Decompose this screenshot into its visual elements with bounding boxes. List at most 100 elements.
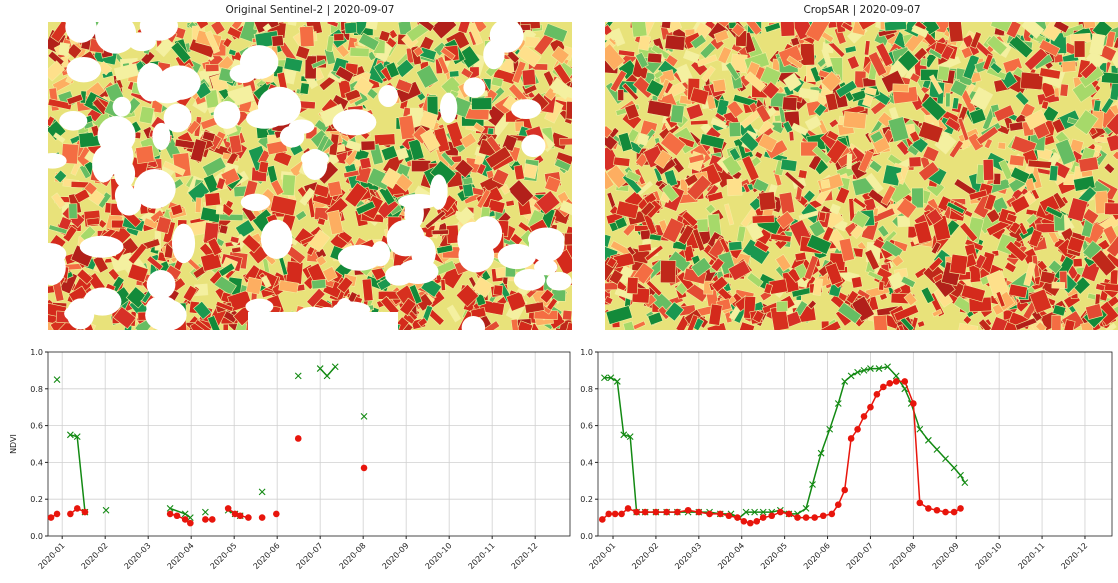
field-patch [893, 84, 909, 92]
field-patch [399, 115, 416, 139]
y-tick-label: 1.0 [580, 348, 593, 357]
point-marker [202, 516, 209, 523]
point-marker [893, 378, 900, 385]
field-patch [660, 260, 676, 283]
cloud-mask [398, 259, 439, 284]
field-patch [566, 101, 574, 119]
point-marker [861, 413, 868, 420]
field-patch [523, 164, 537, 179]
field-patch [729, 241, 742, 250]
cloud-mask [246, 108, 284, 128]
point-marker [237, 512, 244, 519]
point-marker [273, 511, 280, 518]
point-marker [726, 512, 733, 519]
field-patch [879, 282, 885, 291]
field-patch [800, 43, 814, 65]
x-tick-label: 2020-02 [80, 541, 110, 571]
x-tick-label: 2020-10 [974, 541, 1004, 571]
x-tick-label: 2020-09 [931, 541, 961, 571]
cloud-mask [289, 120, 315, 134]
point-marker [674, 509, 681, 516]
field-patch [300, 26, 315, 47]
cloud-mask [498, 244, 536, 269]
field-patch [59, 43, 70, 56]
plot: 0.00.20.40.60.81.02020-012020-022020-032… [580, 348, 1112, 571]
cloud-mask [430, 174, 448, 209]
field-patch [334, 34, 344, 41]
cloud-mask [165, 69, 189, 85]
cloud-mask [528, 228, 565, 251]
cloud-mask [463, 77, 485, 97]
point-marker [916, 500, 923, 507]
map-title: CropSAR | 2020-09-07 [803, 4, 920, 16]
x-tick-label: 2020-04 [716, 541, 746, 571]
field-patch [195, 198, 201, 213]
field-patch [613, 157, 630, 167]
point-marker [835, 501, 842, 508]
y-axis-label: NDVI [9, 434, 18, 454]
x-tick-label: 2020-07 [295, 541, 325, 571]
field-patch [362, 279, 373, 301]
plot-area [48, 352, 570, 536]
field-patch [300, 83, 310, 95]
point-marker [820, 512, 827, 519]
x-tick-label: 2020-02 [630, 541, 660, 571]
field-patch [630, 12, 647, 37]
ndvi-map-cropsar [594, 9, 1118, 342]
field-patch [344, 22, 356, 34]
field-patch [776, 301, 787, 312]
field-patch [713, 79, 726, 92]
point-marker [612, 511, 619, 518]
field-patch [1052, 315, 1062, 336]
point-marker [753, 518, 760, 525]
point-marker [174, 512, 181, 519]
cloud-mask [64, 306, 87, 322]
cloud-mask [240, 45, 278, 79]
field-patch [1054, 88, 1059, 97]
point-marker [67, 511, 74, 518]
cloud-mask [302, 149, 327, 180]
point-marker [642, 509, 649, 516]
field-patch [998, 142, 1006, 149]
point-marker [717, 511, 724, 518]
field-patch [752, 215, 774, 223]
field-patch [522, 69, 536, 85]
point-marker [734, 514, 741, 521]
cloud-mask [332, 109, 376, 135]
field-patch [1052, 282, 1065, 289]
x-tick-label: 2020-06 [252, 541, 282, 571]
field-patch [223, 324, 228, 334]
figure: Original Sentinel-2 | 2020-09-07 CropSAR… [0, 0, 1118, 583]
field-patch [259, 161, 269, 173]
point-marker [848, 435, 855, 442]
point-marker [167, 511, 174, 518]
point-marker [741, 518, 748, 525]
point-marker [633, 509, 640, 516]
field-patch [884, 20, 906, 31]
cloud-mask [146, 296, 177, 318]
point-marker [48, 514, 55, 521]
field-patch [139, 106, 154, 124]
field-patch [729, 122, 741, 137]
point-marker [245, 514, 252, 521]
x-tick-label: 2020-09 [381, 541, 411, 571]
field-patch [441, 279, 446, 290]
field-patch [727, 179, 742, 196]
field-patch [618, 90, 624, 101]
point-marker [880, 384, 887, 391]
field-patch [286, 261, 303, 284]
cloud-mask [261, 220, 292, 259]
x-tick-label: 2020-03 [673, 541, 703, 571]
field-patch [873, 315, 887, 331]
plot: 0.00.20.40.60.81.02020-012020-022020-032… [30, 348, 570, 571]
point-marker [295, 435, 302, 442]
field-patch [1060, 84, 1069, 96]
field-patch [1083, 16, 1096, 29]
point-marker [794, 514, 801, 521]
cloud-mask [117, 191, 141, 215]
point-marker [696, 509, 703, 516]
field-patch [795, 252, 806, 261]
point-marker [768, 512, 775, 519]
cloud-mask [128, 32, 156, 51]
y-tick-label: 0.6 [580, 422, 593, 431]
